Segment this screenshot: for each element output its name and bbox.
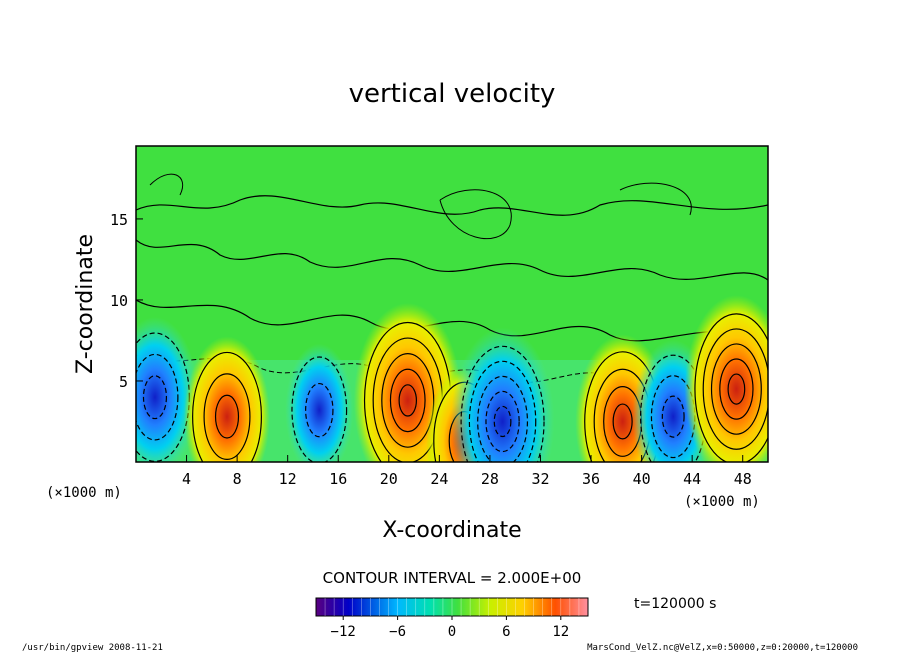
cell-fill [285, 343, 354, 462]
y-axis-label: Z-coordinate [73, 234, 98, 374]
x-unit-left: (×1000 m) [46, 485, 122, 501]
y-tick-label: 10 [110, 292, 128, 310]
x-tick-label: 36 [582, 470, 600, 488]
colorbar-tick-label: 6 [502, 624, 510, 640]
time-text: t=120000 s [634, 596, 716, 612]
cell-fill [684, 295, 768, 462]
contour-ring [719, 358, 754, 420]
contour-ring [468, 360, 537, 462]
downdraft-cell [136, 316, 198, 462]
contour-ring [460, 345, 545, 462]
x-tick-label: 28 [481, 470, 499, 488]
x-axis-label: X-coordinate [382, 518, 521, 543]
contour-ring [639, 354, 707, 462]
chart-title: vertical velocity [349, 79, 556, 109]
contour-ring [727, 373, 746, 405]
contour-ring [305, 382, 334, 438]
colorbar-tick-label: −12 [331, 624, 356, 640]
x-tick-label: 4 [182, 470, 191, 488]
contour-line [136, 239, 768, 281]
contour-line [136, 195, 768, 216]
contour-ring [477, 375, 529, 462]
cell-fill [136, 316, 198, 462]
cell-fill [184, 336, 270, 462]
contour-ring [389, 368, 426, 433]
downdraft-cell [450, 327, 555, 462]
downdraft-cell [285, 343, 354, 462]
cell-fill [450, 327, 555, 462]
contour-ring [612, 403, 633, 440]
contour-ring [136, 353, 179, 441]
y-tick-label: 5 [119, 373, 128, 391]
contour-line [149, 173, 184, 196]
x-tick-label: 32 [531, 470, 549, 488]
x-tick-label: 44 [683, 470, 701, 488]
contour-line [439, 189, 512, 240]
contour-ring [493, 405, 512, 438]
plot-frame [135, 145, 769, 463]
contour-ring [661, 395, 685, 438]
updraft-cell [184, 336, 270, 462]
contour-field [136, 146, 768, 462]
x-tick-label: 16 [329, 470, 347, 488]
colorbar-segments [324, 598, 580, 616]
contour-line [619, 182, 692, 216]
contour-ring [694, 313, 768, 462]
contour-ring [398, 384, 418, 417]
colorbar-tick-label: 0 [448, 624, 456, 640]
contour-ring [702, 328, 768, 450]
contour-ring [192, 351, 262, 462]
x-tick-label: 24 [430, 470, 448, 488]
x-tick-label: 8 [233, 470, 242, 488]
colorbar-tick-label: −6 [389, 624, 406, 640]
x-unit-right: (×1000 m) [684, 494, 760, 510]
x-tick-label: 12 [279, 470, 297, 488]
contour-ring [710, 343, 762, 435]
contour-ring [291, 356, 348, 462]
contour-ring [214, 394, 240, 439]
contour-interval-text: CONTOUR INTERVAL = 2.000E+00 [323, 569, 582, 587]
contour-ring [203, 373, 251, 461]
contour-ring [485, 390, 520, 453]
updraft-cell [684, 295, 768, 462]
colorbar-ticks: −12 −6 0 6 12 [331, 616, 569, 640]
y-tick-label: 15 [110, 211, 128, 229]
footer-left: /usr/bin/gpview 2008-11-21 [22, 643, 163, 653]
x-tick-label: 20 [380, 470, 398, 488]
contour-ring [142, 375, 168, 420]
x-tick-label: 40 [633, 470, 651, 488]
x-tick-label: 48 [734, 470, 752, 488]
colorbar-tick-label: 12 [552, 624, 569, 640]
y-axis: 5 10 15 [110, 211, 143, 391]
x-axis: 4 8 12 16 20 24 28 32 36 40 44 48 [182, 455, 752, 488]
footer-right: MarsCond_VelZ.nc@VelZ,x=0:50000,z=0:2000… [587, 643, 858, 653]
